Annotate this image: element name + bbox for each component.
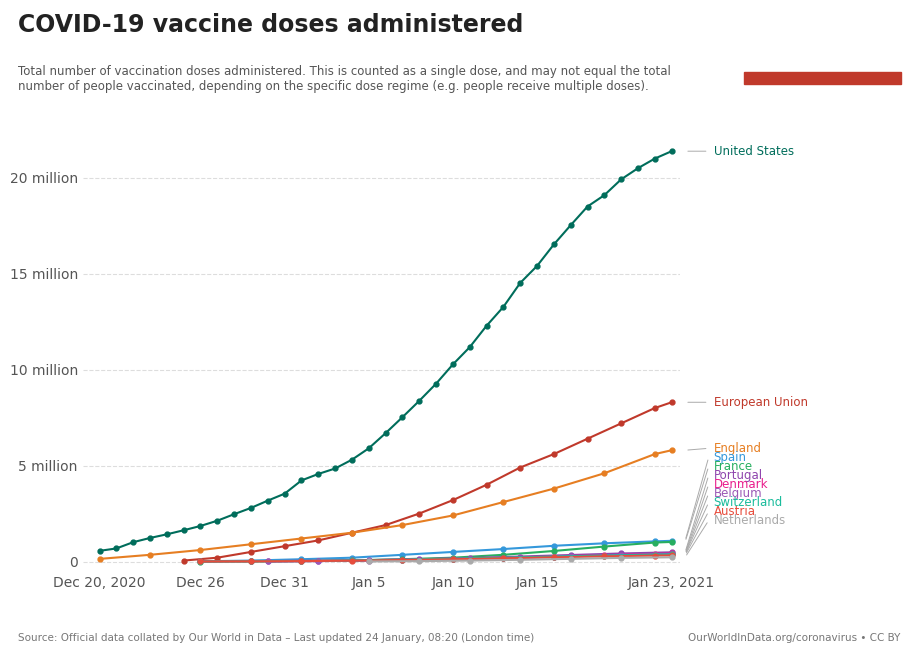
Text: Denmark: Denmark [714, 478, 768, 491]
Text: Spain: Spain [714, 451, 747, 464]
Text: United States: United States [714, 145, 794, 158]
Text: in Data: in Data [798, 51, 847, 64]
Text: OurWorldInData.org/coronavirus • CC BY: OurWorldInData.org/coronavirus • CC BY [688, 633, 901, 643]
Text: England: England [714, 442, 762, 455]
Text: Our World: Our World [787, 29, 858, 42]
Text: Belgium: Belgium [714, 487, 763, 500]
Text: Netherlands: Netherlands [714, 514, 786, 527]
Bar [744, 71, 901, 84]
Text: Portugal: Portugal [714, 469, 763, 482]
Text: Switzerland: Switzerland [714, 496, 783, 509]
Text: Austria: Austria [714, 505, 755, 518]
Text: Total number of vaccination doses administered. This is counted as a single dose: Total number of vaccination doses admini… [18, 65, 671, 93]
Text: COVID-19 vaccine doses administered: COVID-19 vaccine doses administered [18, 13, 524, 37]
Text: Source: Official data collated by Our World in Data – Last updated 24 January, 0: Source: Official data collated by Our Wo… [18, 633, 535, 643]
Text: France: France [714, 460, 753, 473]
Text: European Union: European Union [714, 396, 808, 409]
